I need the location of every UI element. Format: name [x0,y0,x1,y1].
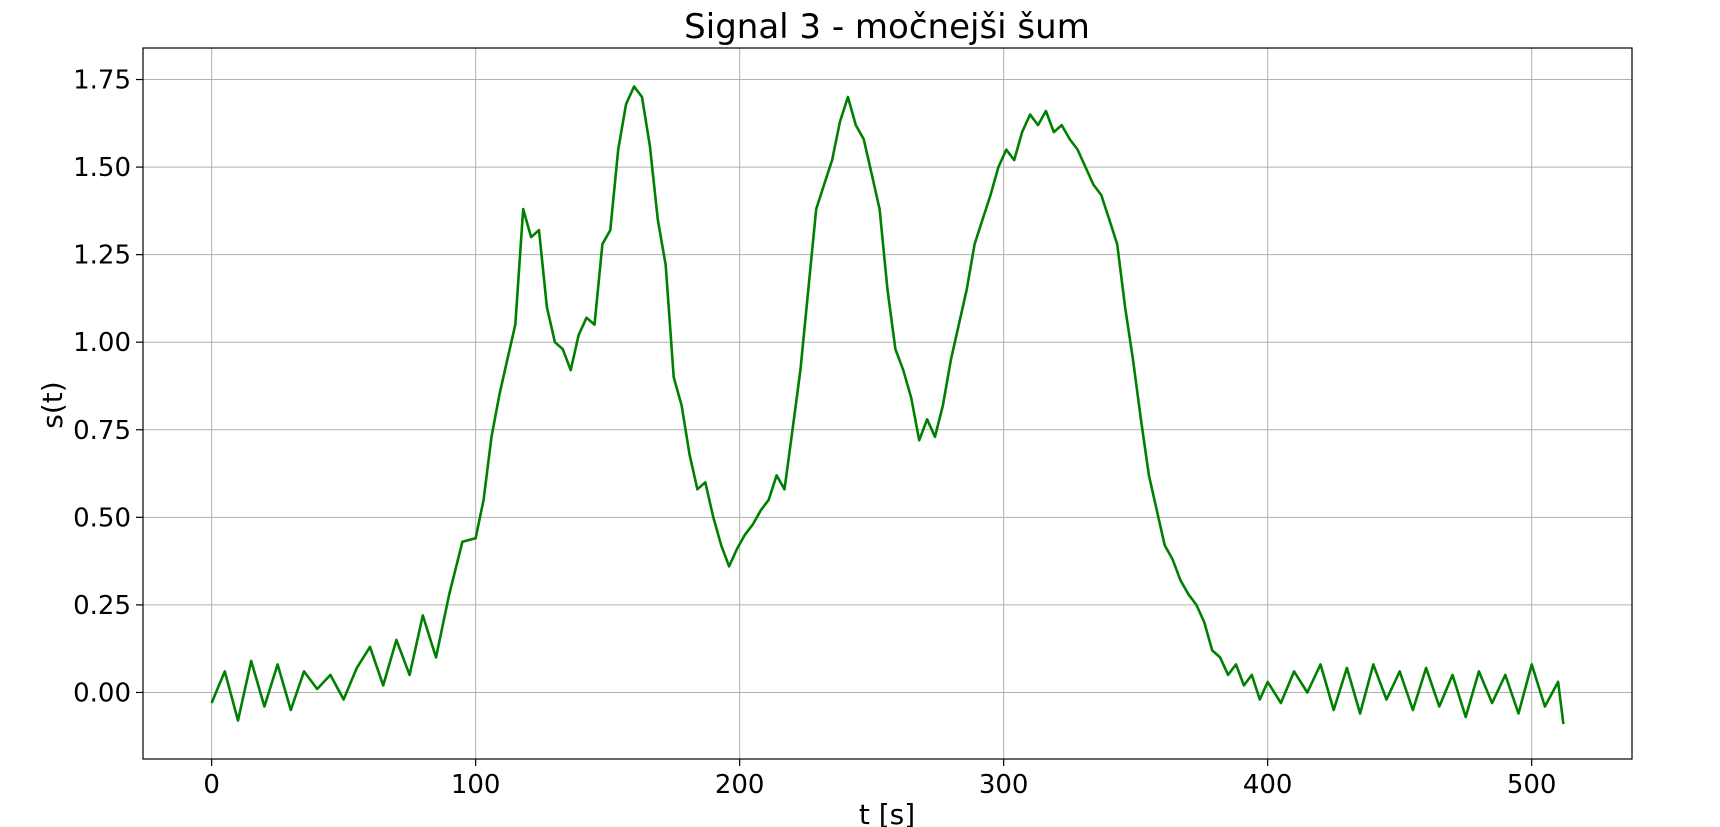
x-axis-label: t [s] [859,798,915,827]
y-tick-label: 0.25 [73,591,131,621]
y-tick-label: 1.25 [73,241,131,271]
y-axis: 0.00 0.25 0.50 0.75 1.00 1.25 1.50 1.75 [73,66,143,708]
y-tick-label: 0.75 [73,416,131,446]
x-tick-label: 400 [1243,770,1293,800]
x-tick-label: 300 [979,770,1029,800]
x-tick-label: 100 [451,770,501,800]
y-tick-label: 1.75 [73,66,131,96]
chart-title: Signal 3 - močnejši šum [684,7,1090,47]
x-tick-label: 500 [1507,770,1557,800]
plot-frame [142,47,1633,760]
x-tick-label: 200 [715,770,765,800]
y-axis-label: s(t) [36,381,69,428]
x-tick-label: 0 [203,770,220,800]
y-tick-label: 0.50 [73,503,131,533]
y-tick-label: 1.00 [73,328,131,358]
series-layer [210,85,1565,725]
x-axis: 0 100 200 300 400 500 [203,759,1556,800]
y-tick-label: 1.50 [73,153,131,183]
y-tick-label: 0.00 [73,678,131,708]
series-line [210,85,1565,725]
